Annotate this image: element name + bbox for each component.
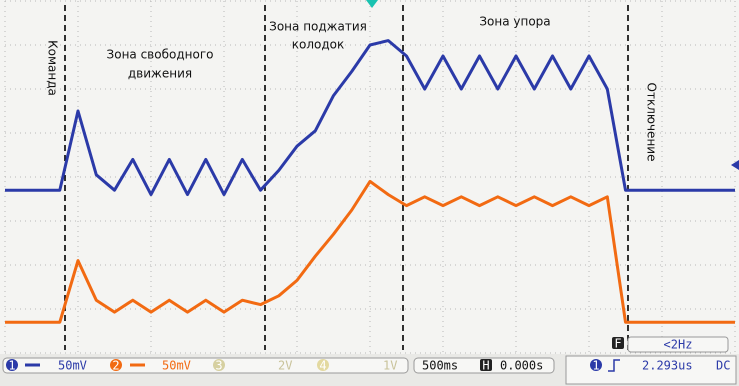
annotation: Отключение <box>645 83 659 162</box>
annotation: Команда <box>46 40 60 96</box>
h-mark: H <box>482 359 489 373</box>
ch4-scale: 1V <box>383 359 397 373</box>
oscilloscope-screen: Команда Зона свободного движения Зона по… <box>0 0 739 386</box>
f-mark: F <box>614 337 621 351</box>
annotation: движения <box>128 67 192 81</box>
coupling: DC <box>716 359 730 373</box>
timebase: 500ms <box>422 359 458 373</box>
ch1-label: 1 <box>8 359 15 373</box>
delay: 0.000s <box>500 359 543 373</box>
ch3-label: 3 <box>215 359 222 373</box>
annotation: Зона свободного <box>107 48 214 62</box>
trig-ch: 1 <box>592 359 599 373</box>
freq: <2Hz <box>664 338 693 352</box>
annotation: колодок <box>292 38 345 52</box>
ch1-scale: 50mV <box>58 359 87 373</box>
ch3-scale: 2V <box>278 359 292 373</box>
trig-val: 2.293us <box>642 359 693 373</box>
ch4-label: 4 <box>319 359 326 373</box>
annotation: Зона поджатия <box>269 20 367 34</box>
ch2-scale: 50mV <box>162 359 191 373</box>
annotation: Зона упора <box>479 15 550 29</box>
ch2-label: 2 <box>112 359 119 373</box>
